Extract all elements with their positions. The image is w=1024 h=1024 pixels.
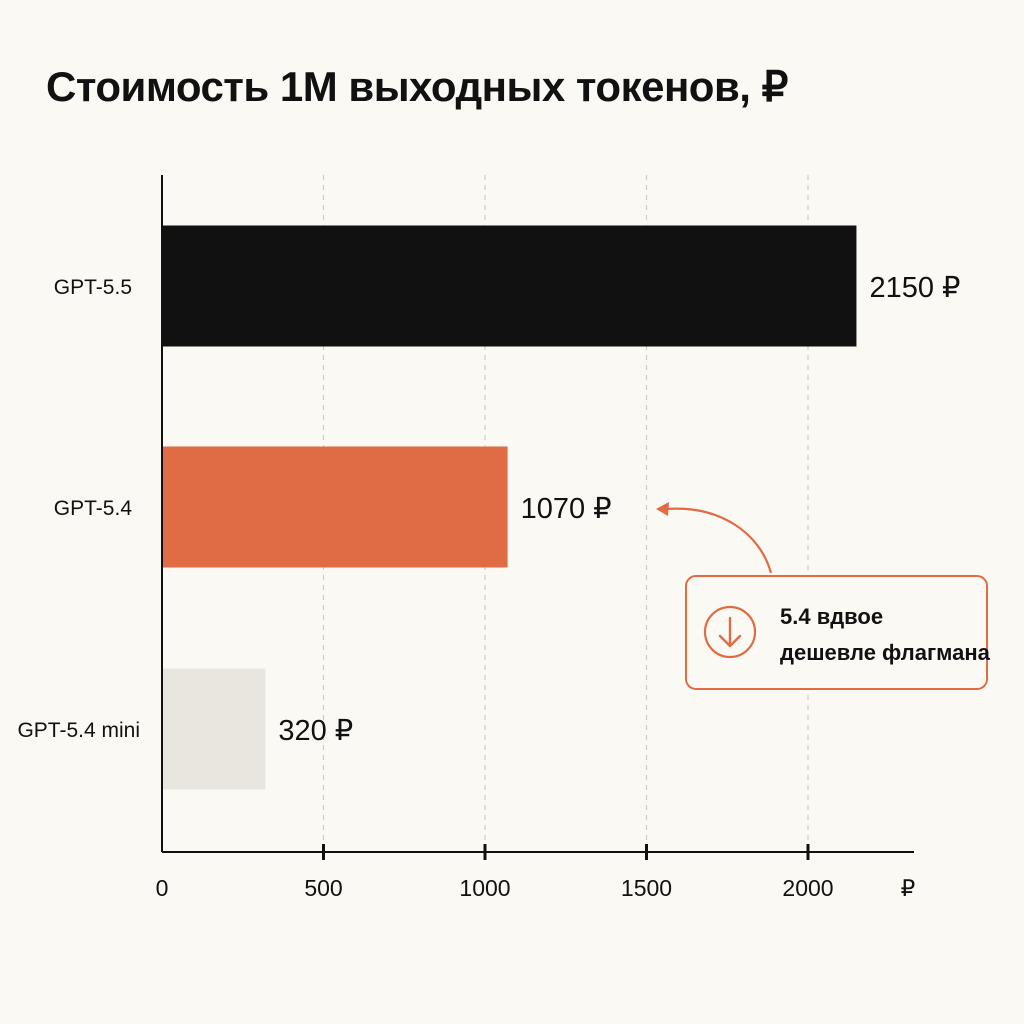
value-label: 2150 ₽ — [869, 272, 960, 304]
category-label: GPT-5.4 — [54, 497, 133, 520]
callout-connector — [665, 507, 773, 574]
value-label: 1070 ₽ — [521, 493, 612, 525]
x-tick-label: 2000 — [782, 875, 833, 901]
chart-title: Стоимость 1М выходных токенов, ₽ — [46, 63, 788, 110]
callout-text: 5.4 вдвое — [780, 604, 883, 629]
bar — [162, 225, 857, 347]
category-label: GPT-5.5 — [54, 276, 132, 299]
callout-text: дешевле флагмана — [780, 640, 991, 665]
x-tick-label: 500 — [304, 875, 342, 901]
x-unit-label: ₽ — [901, 875, 916, 901]
x-tick-label: 0 — [156, 875, 169, 901]
bar — [162, 446, 508, 568]
arrow-down-icon — [718, 616, 742, 648]
category-label: GPT-5.4 mini — [17, 719, 140, 742]
x-tick-label: 1000 — [459, 875, 510, 901]
value-label: 320 ₽ — [278, 715, 353, 747]
callout-box — [685, 575, 988, 690]
arrow-down-circle-icon — [703, 605, 757, 659]
bar — [162, 668, 266, 790]
callout-arrowhead — [656, 502, 669, 516]
x-tick-label: 1500 — [621, 875, 672, 901]
